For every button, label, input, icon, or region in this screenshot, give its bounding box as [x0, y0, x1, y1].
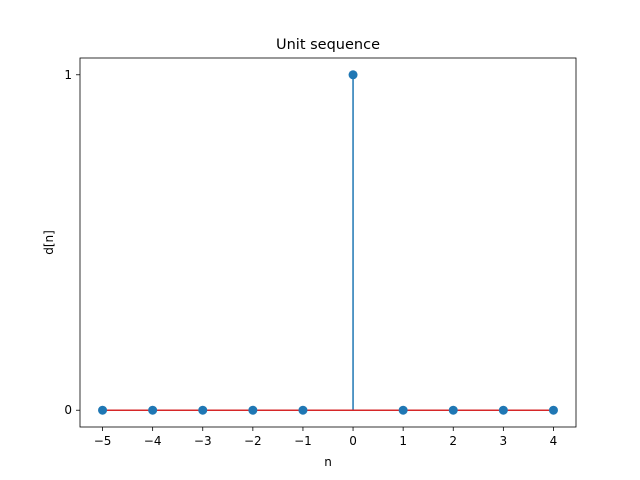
y-ticks: 01 — [64, 68, 80, 417]
x-tick-label: 4 — [550, 434, 558, 448]
x-tick-label: −4 — [144, 434, 162, 448]
x-tick-label: −2 — [244, 434, 262, 448]
stem-marker — [198, 405, 208, 415]
x-tick-label: 3 — [500, 434, 508, 448]
stem-marker — [98, 405, 108, 415]
axes-frame — [79, 57, 577, 428]
x-tick-label: −3 — [194, 434, 212, 448]
x-tick-label: −1 — [294, 434, 312, 448]
x-axis-label: n — [324, 455, 332, 469]
stem-marker — [348, 70, 358, 80]
stem-marker — [498, 405, 508, 415]
y-tick-label: 0 — [64, 403, 72, 417]
stem-marker — [248, 405, 258, 415]
y-tick-label: 1 — [64, 68, 72, 82]
x-tick-label: 2 — [449, 434, 457, 448]
stem-marker — [148, 405, 158, 415]
stem-marker — [298, 405, 308, 415]
plot-layer — [98, 70, 558, 415]
stem-marker — [398, 405, 408, 415]
x-tick-label: 0 — [349, 434, 357, 448]
x-tick-label: 1 — [399, 434, 407, 448]
axes-layer — [79, 57, 577, 428]
x-ticks: −5 −4 −3 −2 −1 0 1 2 3 4 — [94, 427, 558, 448]
x-tick-label: −5 — [94, 434, 112, 448]
chart-title: Unit sequence — [276, 37, 380, 53]
y-axis-label: d[n] — [42, 230, 56, 255]
stem-marker — [548, 405, 558, 415]
stem-marker — [448, 405, 458, 415]
